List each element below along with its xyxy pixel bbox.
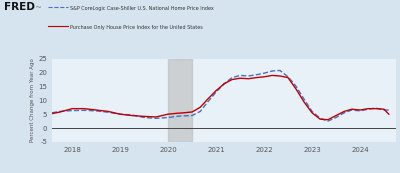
- Text: Purchase Only House Price Index for the United States: Purchase Only House Price Index for the …: [70, 25, 203, 30]
- Text: FRED: FRED: [4, 2, 35, 12]
- Y-axis label: Percent Change from Year Ago: Percent Change from Year Ago: [30, 58, 35, 142]
- Text: S&P CoreLogic Case-Shiller U.S. National Home Price Index: S&P CoreLogic Case-Shiller U.S. National…: [70, 6, 214, 11]
- Text: ~: ~: [34, 3, 41, 12]
- Bar: [168, 59, 192, 142]
